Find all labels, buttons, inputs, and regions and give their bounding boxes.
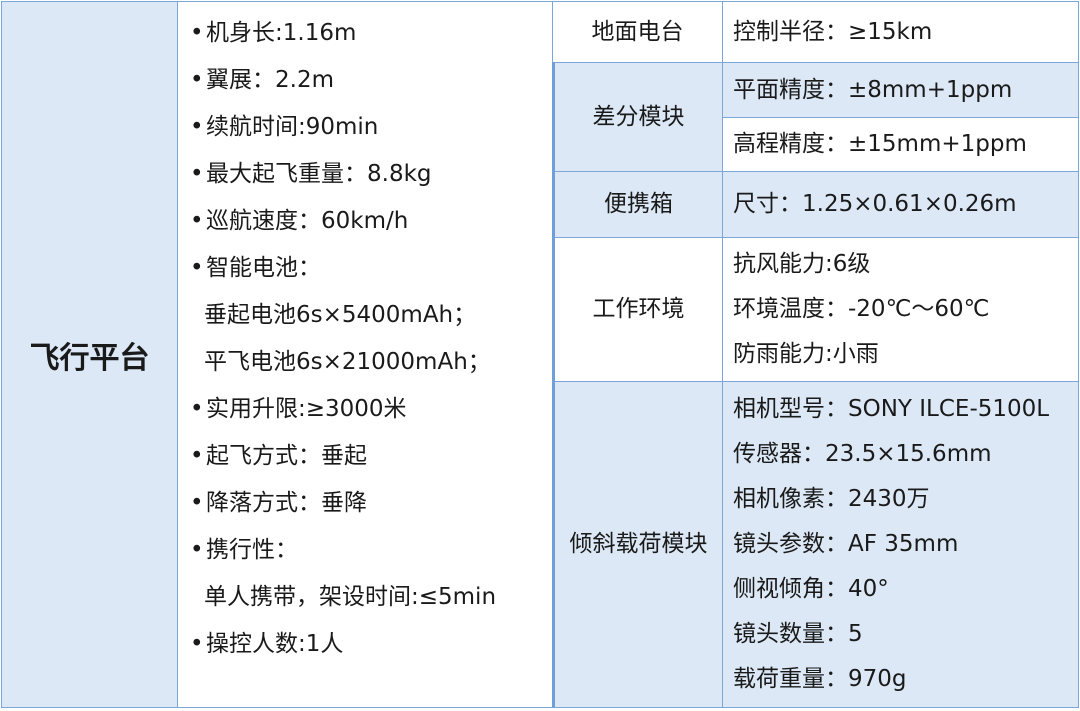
module-spec: 相机像素：2430万 bbox=[733, 486, 930, 512]
spec-list-item: • 巡航速度：60km/h bbox=[178, 198, 552, 245]
module-label: 便携箱 bbox=[604, 191, 673, 217]
module-spec-cell: 尺寸：1.25×0.61×0.26m bbox=[722, 171, 1079, 238]
spec-text: 起飞方式：垂起 bbox=[206, 443, 367, 469]
spec-text: 最大起飞重量：8.8kg bbox=[206, 161, 432, 187]
module-label-carry-case: 便携箱 bbox=[552, 171, 723, 238]
spec-text: 平飞电池6s×21000mAh； bbox=[204, 349, 491, 375]
module-label-environment: 工作环境 bbox=[552, 237, 723, 382]
spec-text: 操控人数:1人 bbox=[206, 631, 344, 657]
spec-list-item: • 操控人数:1人 bbox=[178, 621, 552, 668]
spec-text: 续航时间:90min bbox=[206, 114, 379, 140]
bullet-icon: • bbox=[190, 67, 204, 93]
spec-list-item: • 实用升限:≥3000米 bbox=[178, 386, 552, 433]
spec-text: 机身长:1.16m bbox=[206, 20, 357, 46]
spec-list-item: • 翼展：2.2m bbox=[178, 57, 552, 104]
module-spec: 高程精度：±15mm+1ppm bbox=[733, 131, 1027, 157]
spec-text: 携行性： bbox=[206, 537, 298, 563]
bullet-icon: • bbox=[190, 208, 204, 234]
bullet-icon: • bbox=[190, 396, 204, 422]
bullet-icon: • bbox=[190, 443, 204, 469]
module-spec: 镜头数量：5 bbox=[733, 621, 863, 647]
spec-list-item: • 续航时间:90min bbox=[178, 104, 552, 151]
spec-text: 翼展：2.2m bbox=[206, 67, 334, 93]
module-label-ground-radio: 地面电台 bbox=[552, 1, 723, 63]
spec-text: 巡航速度：60km/h bbox=[206, 208, 409, 234]
bullet-icon: • bbox=[190, 490, 204, 516]
flight-platform-label: 飞行平台 bbox=[29, 340, 150, 376]
module-spec-cell: 抗风能力:6级 环境温度：-20℃～60℃ 防雨能力:小雨 bbox=[722, 237, 1079, 382]
bullet-icon: • bbox=[190, 161, 204, 187]
spec-list-item: 垂起电池6s×5400mAh； bbox=[178, 292, 552, 339]
spec-text: 实用升限:≥3000米 bbox=[206, 396, 407, 422]
module-label: 差分模块 bbox=[592, 103, 685, 130]
spec-text: 单人携带，架设时间:≤5min bbox=[204, 584, 497, 610]
spec-list-item: • 起飞方式：垂起 bbox=[178, 433, 552, 480]
module-label-differential: 差分模块 bbox=[552, 62, 723, 172]
spec-list-item: • 最大起飞重量：8.8kg bbox=[178, 151, 552, 198]
module-spec-cell: 控制半径：≥15km bbox=[722, 1, 1079, 63]
module-label: 倾斜载荷模块 bbox=[569, 531, 708, 557]
spec-text: 智能电池： bbox=[206, 255, 321, 281]
module-spec: 镜头参数：AF 35mm bbox=[733, 531, 959, 557]
module-spec: 抗风能力:6级 bbox=[733, 251, 871, 277]
module-spec: 防雨能力:小雨 bbox=[733, 341, 879, 367]
module-spec: 环境温度：-20℃～60℃ bbox=[733, 296, 990, 322]
bullet-icon: • bbox=[190, 631, 204, 657]
spec-text: 降落方式：垂降 bbox=[206, 490, 367, 516]
module-spec-cell: 高程精度：±15mm+1ppm bbox=[722, 117, 1079, 172]
bullet-icon: • bbox=[190, 20, 204, 46]
spec-list-item: 平飞电池6s×21000mAh； bbox=[178, 339, 552, 386]
spec-list-item: • 降落方式：垂降 bbox=[178, 480, 552, 527]
flight-platform-specs: • 机身长:1.16m • 翼展：2.2m • 续航时间:90min • 最大起飞重量：8.8… bbox=[177, 1, 553, 708]
spec-list-item: • 智能电池： bbox=[178, 245, 552, 292]
module-spec: 侧视倾角：40° bbox=[733, 576, 889, 602]
spec-text: 垂起电池6s×5400mAh； bbox=[204, 302, 477, 328]
module-label: 地面电台 bbox=[591, 18, 684, 45]
module-spec: 载荷重量：970g bbox=[733, 666, 907, 692]
module-spec: 传感器：23.5×15.6mm bbox=[733, 441, 992, 467]
module-spec-cell: 相机型号：SONY ILCE-5100L 传感器：23.5×15.6mm 相机像… bbox=[722, 381, 1079, 708]
spec-list-item: • 携行性： bbox=[178, 527, 552, 574]
flight-platform-label-cell: 飞行平台 bbox=[1, 1, 178, 708]
module-spec: 平面精度：±8mm+1ppm bbox=[733, 76, 1013, 103]
module-spec-cell: 平面精度：±8mm+1ppm bbox=[722, 62, 1079, 118]
bullet-icon: • bbox=[190, 114, 204, 140]
spec-list-item: 单人携带，架设时间:≤5min bbox=[178, 574, 552, 621]
bullet-icon: • bbox=[190, 255, 204, 281]
module-label-oblique-payload: 倾斜载荷模块 bbox=[552, 381, 723, 708]
module-spec: 尺寸：1.25×0.61×0.26m bbox=[733, 191, 1017, 217]
module-label: 工作环境 bbox=[592, 296, 685, 322]
module-spec: 相机型号：SONY ILCE-5100L bbox=[733, 396, 1050, 422]
spec-list-item: • 机身长:1.16m bbox=[178, 10, 552, 57]
module-spec: 控制半径：≥15km bbox=[733, 18, 933, 45]
bullet-icon: • bbox=[190, 537, 204, 563]
